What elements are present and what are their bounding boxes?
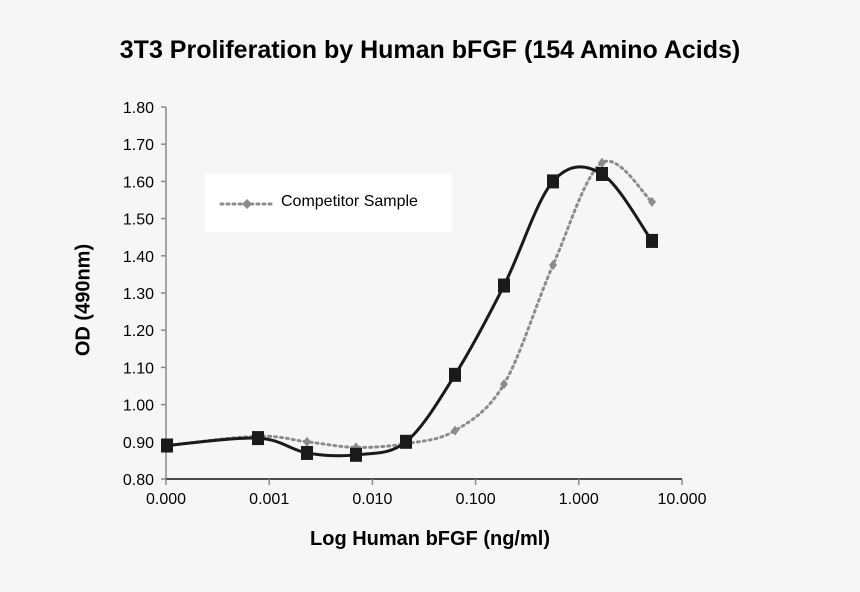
square-marker xyxy=(252,431,264,446)
series-line xyxy=(166,165,654,458)
square-marker xyxy=(301,445,313,460)
y-tick-label: 0.80 xyxy=(123,472,154,489)
diamond-marker xyxy=(303,436,311,447)
square-marker xyxy=(161,438,173,453)
x-tick-label: 0.010 xyxy=(352,491,392,508)
series-human-bfgf xyxy=(161,165,658,462)
diamond-marker xyxy=(549,260,557,271)
legend-dotted-line-icon xyxy=(219,199,275,209)
x-tick-label: 0.100 xyxy=(456,491,496,508)
y-tick-label: 1.20 xyxy=(123,323,154,340)
y-tick-label: 1.10 xyxy=(123,360,154,377)
chart-title: 3T3 Proliferation by Human bFGF (154 Ami… xyxy=(119,36,741,64)
x-tick-label: 10.000 xyxy=(658,491,707,508)
x-tick-label: 0.001 xyxy=(249,491,289,508)
x-axis-label: Log Human bFGF (ng/ml) xyxy=(310,528,550,550)
y-tick-label: 0.90 xyxy=(123,435,154,452)
y-tick-label: 1.30 xyxy=(123,286,154,303)
series-line xyxy=(165,159,654,449)
square-marker xyxy=(400,434,412,449)
y-tick-label: 1.60 xyxy=(123,174,154,191)
y-tick-label: 1.70 xyxy=(123,137,154,154)
diamond-marker xyxy=(451,425,459,436)
x-tick-label: 1.000 xyxy=(559,491,599,508)
y-tick-label: 1.50 xyxy=(123,212,154,229)
diamond-marker xyxy=(648,196,656,207)
square-marker xyxy=(547,174,559,189)
y-tick-label: 1.40 xyxy=(123,249,154,266)
square-marker xyxy=(498,278,510,293)
diamond-marker xyxy=(598,157,606,168)
legend: Competitor Sample xyxy=(205,174,452,232)
square-marker xyxy=(350,447,362,462)
axes: 0.80 0.90 1.00 1.10 1.20 1.30 1.40 1.50 1.60 1.70… xyxy=(123,100,707,508)
x-tick-label: 0.000 xyxy=(146,491,186,508)
series-layer xyxy=(161,157,658,462)
y-tick-label: 1.00 xyxy=(123,398,154,415)
y-tick-label: 1.80 xyxy=(123,100,154,117)
legend-label: Competitor Sample xyxy=(281,193,418,210)
square-marker xyxy=(596,166,608,181)
square-marker xyxy=(449,367,461,382)
square-marker xyxy=(646,233,658,248)
diamond-marker xyxy=(500,379,508,390)
